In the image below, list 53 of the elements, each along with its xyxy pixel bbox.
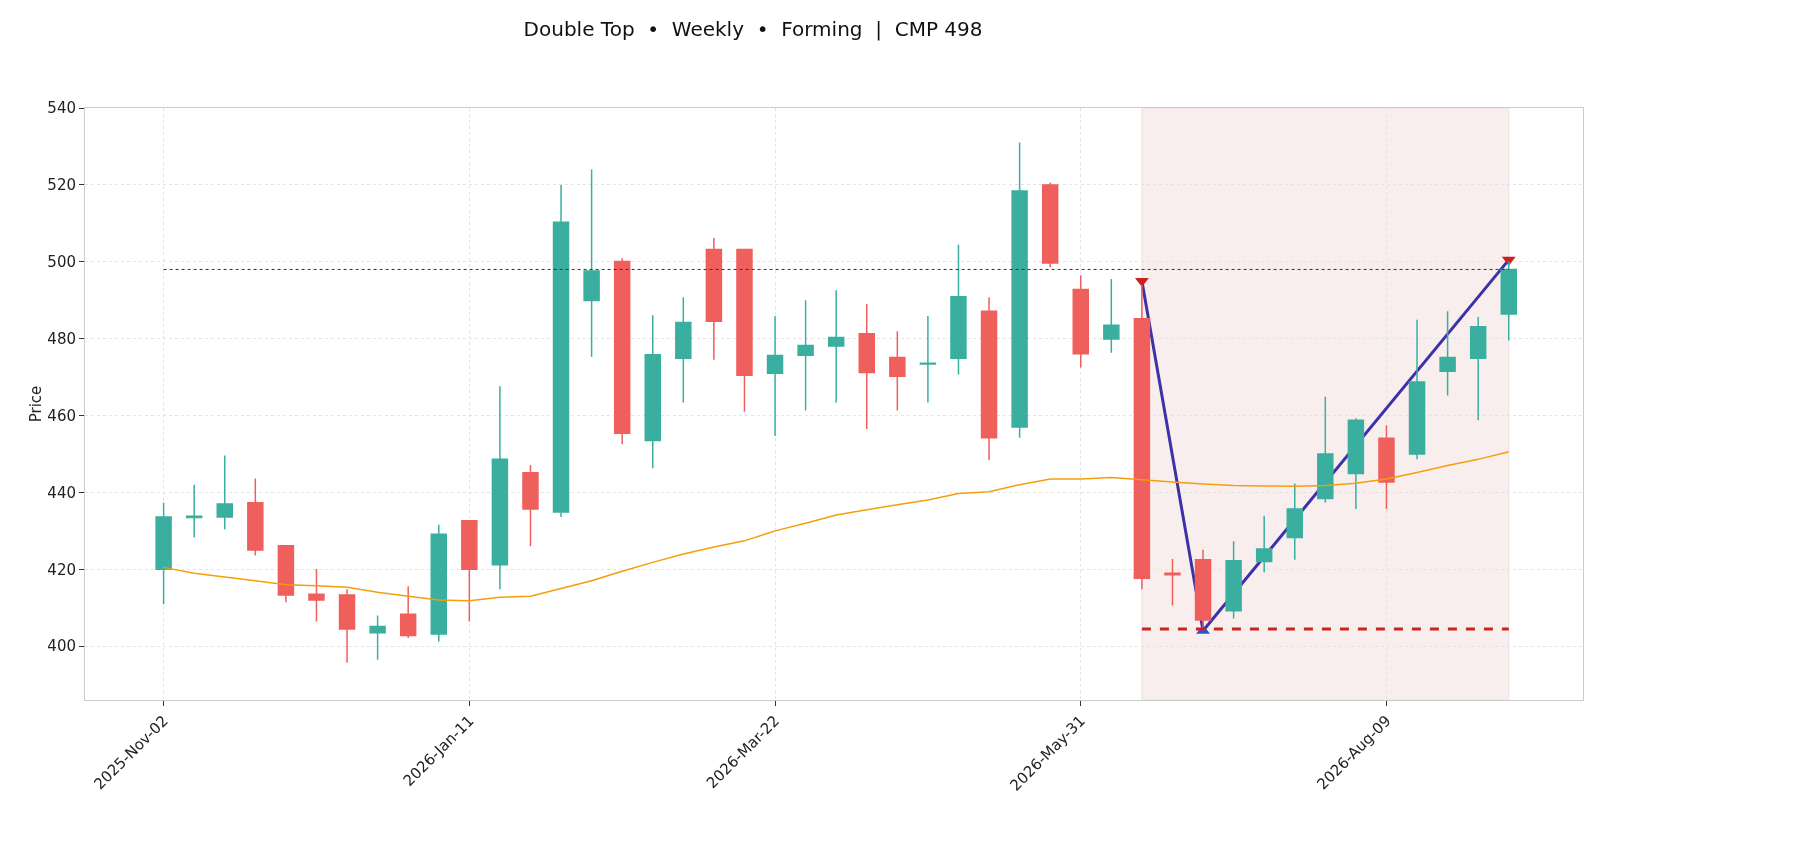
candlestick: [1469, 316, 1487, 421]
y-tick-label: 480: [47, 329, 76, 348]
candlestick: [216, 454, 233, 531]
y-tick-label: 540: [47, 99, 76, 118]
candlestick: [1286, 482, 1303, 561]
candlestick: [1439, 310, 1456, 397]
candlestick: [399, 585, 417, 639]
candlestick: [858, 303, 875, 430]
candlestick: [583, 168, 600, 358]
candlestick: [705, 237, 723, 361]
candlestick: [919, 315, 937, 404]
candlestick: [889, 330, 906, 412]
candlestick: [613, 257, 631, 446]
candlestick: [491, 385, 509, 591]
candlestick: [766, 315, 784, 437]
candlestick: [552, 184, 570, 518]
candlestick: [1408, 319, 1426, 461]
candlestick: [369, 614, 386, 661]
chart-title: Double Top • Weekly • Forming | CMP 498: [523, 16, 983, 41]
candlestick: [1378, 424, 1395, 510]
candlestick: [277, 544, 295, 604]
y-tick-label: 440: [47, 483, 76, 502]
candlestick: [827, 289, 845, 404]
candlestick: [1255, 515, 1273, 574]
candlestick: [338, 588, 356, 664]
candlestick: [247, 477, 264, 557]
candlestick: [1041, 181, 1059, 268]
y-tick-label: 420: [47, 560, 76, 579]
candlestick: [1011, 141, 1028, 439]
candlestick: [308, 568, 325, 623]
candlestick: [430, 523, 447, 643]
candlestick: [1347, 417, 1365, 510]
candlestick: [736, 248, 753, 413]
line-series: [162, 450, 1510, 602]
candlestick: [797, 299, 814, 412]
candlestick: [675, 296, 692, 404]
y-tick-label: 400: [47, 637, 76, 656]
candlestick: [185, 483, 203, 539]
candlestick: [1103, 278, 1120, 354]
candlestick: [980, 296, 998, 461]
y-tick-label: 460: [47, 406, 76, 425]
candlestick: [522, 464, 539, 547]
y-tick-label: 520: [47, 176, 76, 195]
y-tick-label: 500: [47, 253, 76, 272]
candlestick: [950, 244, 967, 376]
candlestick: [1225, 540, 1242, 620]
candlestick: [155, 502, 172, 606]
y-axis-title: Price: [27, 385, 46, 423]
candlestick: [1072, 274, 1089, 369]
candlestick: [461, 520, 478, 623]
candlestick: [1317, 395, 1334, 504]
candlestick: [1164, 558, 1181, 607]
candlestick: [644, 314, 661, 469]
